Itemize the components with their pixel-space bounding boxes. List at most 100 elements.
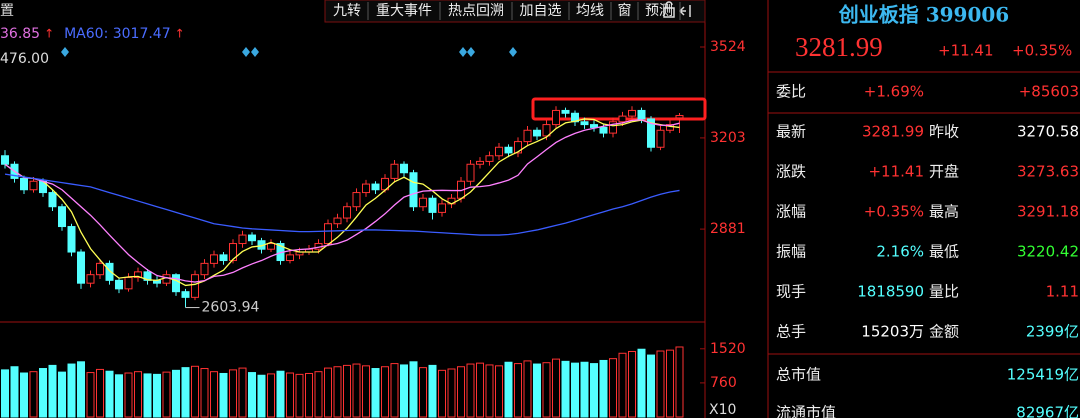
toolbar-button[interactable]: 九转	[333, 3, 361, 19]
toolbar-button[interactable]: 预测	[645, 3, 673, 19]
volume-bar	[162, 371, 171, 418]
quote-price: 3281.99	[795, 32, 883, 62]
volume-bar	[419, 367, 427, 418]
volume-bar	[647, 354, 655, 418]
volume-bar	[276, 370, 285, 418]
candle-body	[590, 124, 598, 128]
candle-body	[324, 223, 332, 245]
ma-line	[4, 118, 680, 287]
candle-body	[552, 109, 560, 126]
volume-bar	[248, 372, 256, 418]
volume-bar	[210, 371, 218, 418]
toolbar-button[interactable]: 窗	[618, 2, 632, 19]
candle-body	[618, 115, 627, 123]
quote-label: 量比	[929, 283, 959, 301]
candle-body	[371, 183, 380, 191]
toolbar	[324, 0, 706, 23]
candle-body	[523, 129, 532, 143]
volume-bar	[115, 374, 123, 418]
volume-bar	[580, 361, 589, 418]
quote-label: 最新	[776, 123, 806, 141]
candle-body	[58, 206, 66, 228]
quote-value: 3291.18	[1017, 203, 1079, 221]
volume-bar	[504, 361, 513, 418]
quote-value: 3273.63	[1017, 163, 1079, 181]
candle-body	[504, 146, 513, 154]
quote-value: 125419亿	[1007, 366, 1079, 384]
ma-line	[4, 119, 680, 283]
candle-body	[1, 155, 9, 165]
volume-bar	[343, 364, 351, 418]
toolbar-icons	[663, 1, 691, 18]
candle-body	[67, 226, 76, 253]
volume-bar	[400, 364, 408, 418]
candle-body	[561, 109, 570, 114]
volume-bar	[381, 366, 389, 418]
toolbar-button[interactable]: 加自选	[520, 3, 562, 19]
quote-value: 3281.99	[862, 123, 924, 141]
quote-label: 涨跌	[776, 163, 806, 181]
candle-body	[390, 163, 399, 179]
quote-value: 82967亿	[1016, 404, 1079, 418]
candle-body	[238, 234, 247, 245]
candle-body	[210, 254, 218, 264]
volume-bar	[20, 372, 28, 418]
toolbar-button[interactable]: 重大事件	[376, 3, 432, 19]
quote-pct: +0.35%	[1012, 42, 1072, 60]
volume-bar	[153, 373, 161, 418]
candle-body	[647, 118, 655, 148]
volume-bar	[1, 369, 9, 418]
volume-bar	[86, 372, 95, 418]
toolbar-button[interactable]: 均线	[576, 3, 604, 19]
volume-bar	[666, 349, 674, 418]
volume-bar	[656, 350, 665, 418]
volume-bar	[495, 365, 503, 418]
toolbar-button[interactable]: 热点回溯	[448, 3, 504, 19]
quote-value: +0.35%	[864, 203, 924, 221]
candle-body	[86, 274, 95, 284]
low-label: 2603.94	[202, 300, 260, 316]
volume-bar	[438, 369, 446, 418]
candle-body	[343, 206, 351, 219]
quote-value: 15203万	[861, 323, 924, 341]
volume-bar	[371, 368, 380, 418]
candle-body	[628, 109, 636, 117]
volume-bar	[58, 371, 66, 418]
volume-bar	[333, 366, 342, 418]
quote-value: 1818590	[857, 283, 924, 301]
volume-bar	[599, 359, 608, 418]
quote-value: 3270.58	[1017, 123, 1079, 141]
quote-label: 最高	[929, 203, 959, 221]
volume-bar	[48, 364, 57, 418]
candle-body	[542, 124, 551, 137]
y-tick-label: 3524	[710, 39, 746, 55]
candle-body	[409, 172, 418, 208]
lock-icon	[665, 1, 673, 8]
volume-bar	[181, 367, 190, 418]
quote-value: +1.69%	[864, 83, 924, 101]
volume-bar	[362, 365, 370, 418]
candle-body	[115, 279, 123, 290]
candle-body	[495, 146, 503, 157]
candle-body	[229, 243, 237, 262]
candle-body	[514, 141, 522, 154]
volume-bar	[10, 366, 19, 418]
volume-bar	[96, 368, 104, 418]
candle-body	[191, 274, 199, 298]
candle-body	[29, 180, 38, 191]
quote-label: 现手	[776, 283, 806, 301]
volume-bar	[571, 362, 579, 418]
quote-value: 2.16%	[876, 243, 924, 261]
candle-body	[675, 115, 684, 119]
candle-body	[124, 277, 133, 290]
candle-body	[609, 121, 617, 134]
volume-bar	[229, 369, 237, 418]
quote-value: +11.41	[868, 163, 924, 181]
candle-body	[400, 163, 408, 174]
quote-change: +11.41	[938, 42, 994, 60]
y-tick-label: 3203	[710, 130, 746, 146]
candle-body	[48, 192, 57, 208]
candle-body	[352, 192, 361, 208]
